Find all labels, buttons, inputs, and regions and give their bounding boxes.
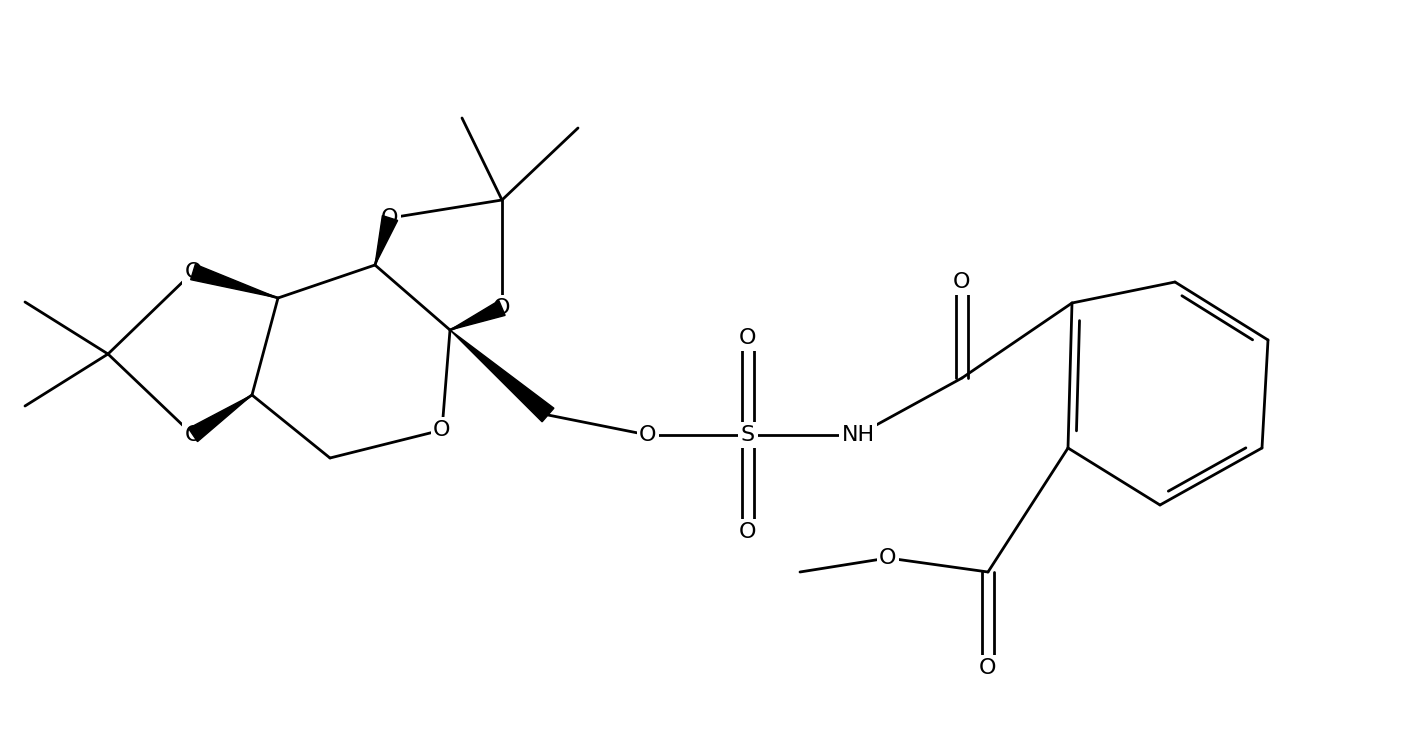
Text: O: O [739,328,756,348]
Text: O: O [493,298,511,318]
Text: S: S [740,425,755,445]
Polygon shape [450,301,506,330]
Polygon shape [188,395,252,442]
Text: O: O [879,548,897,568]
Polygon shape [375,216,397,265]
Polygon shape [450,330,554,422]
Text: O: O [953,272,971,292]
Text: O: O [980,658,997,678]
Text: NH: NH [842,425,874,445]
Text: O: O [382,208,399,228]
Text: O: O [739,522,756,542]
Text: O: O [639,425,656,445]
Text: O: O [184,425,202,445]
Polygon shape [191,264,278,298]
Text: O: O [184,262,202,282]
Text: O: O [433,420,451,440]
